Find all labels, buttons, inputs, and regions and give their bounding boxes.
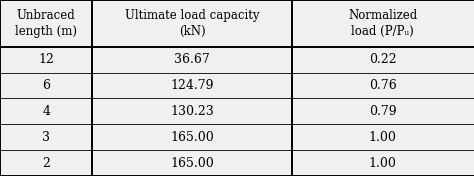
Text: 1.00: 1.00 [369, 157, 397, 169]
Text: 4: 4 [42, 105, 50, 118]
Text: 3: 3 [42, 131, 50, 144]
Text: 2: 2 [42, 157, 50, 169]
Text: Ultimate load capacity
(kN): Ultimate load capacity (kN) [125, 9, 259, 38]
Text: 0.79: 0.79 [369, 105, 397, 118]
Text: 124.79: 124.79 [170, 79, 214, 92]
Text: 6: 6 [42, 79, 50, 92]
Text: 1.00: 1.00 [369, 131, 397, 144]
Text: 36.67: 36.67 [174, 53, 210, 66]
Text: 0.76: 0.76 [369, 79, 397, 92]
Text: Normalized
load (P/Pᵤ): Normalized load (P/Pᵤ) [348, 9, 418, 38]
Text: 165.00: 165.00 [170, 131, 214, 144]
Text: 165.00: 165.00 [170, 157, 214, 169]
Text: 12: 12 [38, 53, 54, 66]
Text: 130.23: 130.23 [170, 105, 214, 118]
Text: Unbraced
length (m): Unbraced length (m) [15, 9, 77, 38]
Text: 0.22: 0.22 [369, 53, 397, 66]
